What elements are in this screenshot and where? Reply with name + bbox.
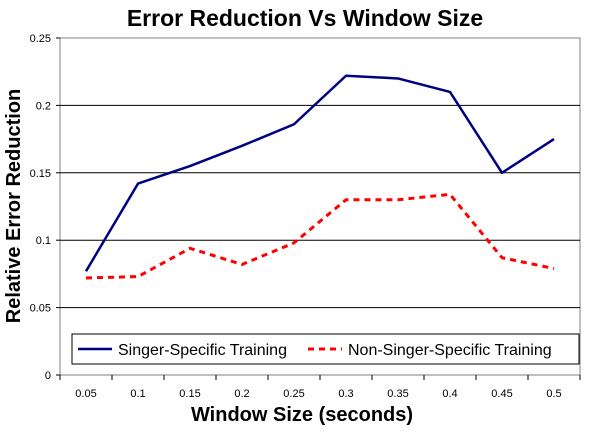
legend-label-non-singer-specific: Non-Singer-Specific Training: [348, 342, 552, 359]
x-tick-label: 0.2: [234, 388, 249, 400]
y-tick-label: 0.2: [36, 100, 51, 112]
chart-title: Error Reduction Vs Window Size: [127, 5, 483, 31]
x-tick-label: 0.25: [283, 388, 304, 400]
x-tick-label: 0.05: [75, 388, 96, 400]
plot-area: [59, 37, 581, 376]
series-lines: [84, 74, 555, 280]
legend-label-singer-specific: Singer-Specific Training: [118, 342, 287, 359]
x-tick-label: 0.35: [387, 388, 408, 400]
series-line-non-singer-specific: [85, 192, 555, 280]
y-tick-label: 0: [45, 370, 51, 382]
y-axis-ticks: 0 0.05 0.1 0.15 0.2 0.25: [30, 33, 60, 382]
gridlines: [60, 104, 580, 309]
legend: Singer-Specific Training Non-Singer-Spec…: [71, 333, 580, 365]
legend-box: [71, 333, 580, 365]
y-axis-label: Relative Error Reduction: [3, 89, 25, 324]
series-line-singer-specific: [84, 74, 555, 272]
x-axis-label: Window Size (seconds): [191, 404, 413, 426]
x-tick-label: 0.5: [546, 388, 561, 400]
x-tick-label: 0.3: [338, 388, 353, 400]
y-tick-label: 0.05: [30, 303, 51, 315]
x-axis-ticks: 0.05 0.1 0.15 0.2 0.25 0.3 0.35 0.4 0.45 0.5: [59, 375, 581, 400]
x-tick-label: 0.15: [179, 388, 200, 400]
y-tick-label: 0.15: [30, 168, 51, 180]
x-tick-label: 0.4: [442, 388, 457, 400]
x-tick-label: 0.45: [491, 388, 512, 400]
x-tick-label: 0.1: [130, 388, 145, 400]
y-tick-label: 0.1: [36, 235, 51, 247]
y-tick-label: 0.25: [30, 33, 51, 45]
